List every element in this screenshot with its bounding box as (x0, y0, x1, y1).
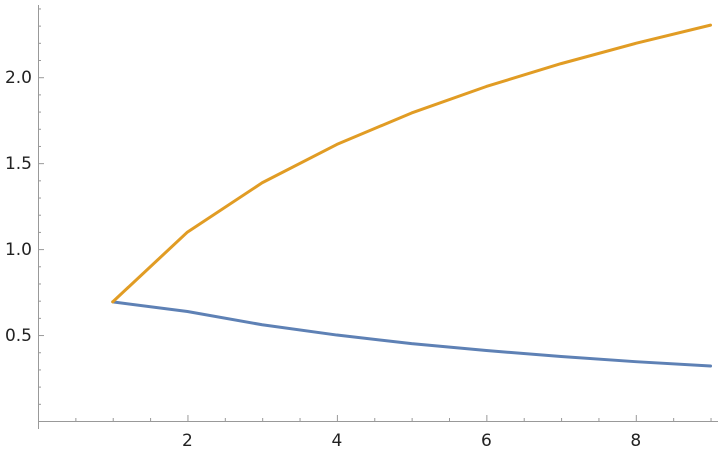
tick-labels: 2 4 6 8 0.5 1.0 1.5 2.0 (5, 68, 641, 451)
axes (38, 5, 718, 429)
y-tick-label: 1.0 (5, 240, 32, 260)
y-tick-label: 1.5 (5, 154, 32, 174)
series-line-2 (111, 23, 713, 304)
y-tick-label: 2.0 (5, 68, 32, 88)
x-tick-label: 4 (331, 431, 342, 451)
ticks (38, 8, 712, 421)
x-tick-label: 2 (182, 431, 193, 451)
series-group (111, 23, 713, 368)
series-line-1 (111, 300, 713, 368)
x-tick-label: 6 (481, 431, 492, 451)
x-tick-label: 8 (630, 431, 641, 451)
y-tick-label: 0.5 (5, 326, 32, 346)
